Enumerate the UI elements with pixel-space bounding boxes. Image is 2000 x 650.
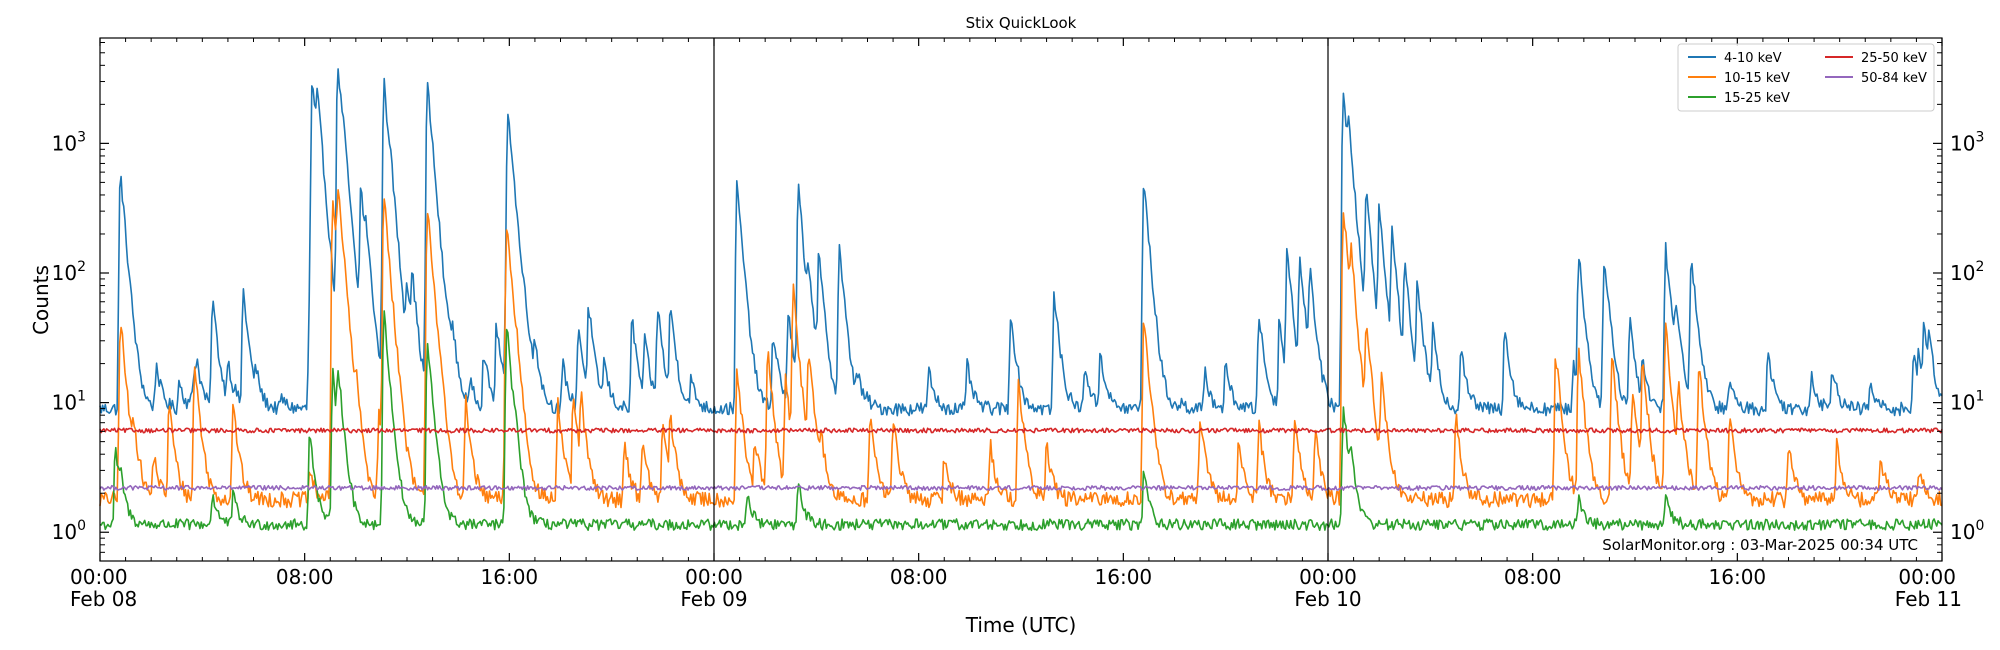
- y-tick-label-right: 103: [1950, 129, 1984, 155]
- series-line-15-25-keV: [99, 310, 1943, 532]
- x-tick-date-label: Feb 10: [1294, 587, 1361, 611]
- y-tick-label: 101: [52, 389, 86, 415]
- legend-label: 25-50 keV: [1861, 51, 1927, 66]
- credit-text: SolarMonitor.org : 03-Mar-2025 00:34 UTC: [1602, 536, 1918, 554]
- x-tick-label: 16:00: [481, 565, 539, 589]
- y-tick-label: 102: [52, 259, 86, 285]
- y-tick-label: 100: [52, 518, 86, 544]
- chart-title: Stix QuickLook: [966, 14, 1077, 32]
- x-tick-date-label: Feb 09: [680, 587, 747, 611]
- x-tick-label: 00:00: [685, 565, 743, 589]
- x-tick-date-label: Feb 11: [1895, 587, 1962, 611]
- series-layer: [99, 68, 1943, 532]
- x-tick-label: 08:00: [276, 565, 334, 589]
- x-tick-label: 00:00: [1898, 565, 1956, 589]
- legend-label: 4-10 keV: [1724, 51, 1782, 66]
- y-tick-label: 103: [52, 129, 86, 155]
- series-line-4-10-keV: [99, 68, 1943, 417]
- x-tick-label: 00:00: [1299, 565, 1357, 589]
- y-tick-label-right: 102: [1950, 259, 1984, 285]
- legend: 4-10 keV 10-15 keV 15-25 keV 25-50 keV 50-84…: [1677, 43, 1935, 112]
- x-tick-label: 08:00: [890, 565, 948, 589]
- y-tick-label-right: 101: [1950, 389, 1984, 415]
- x-tick-label: 16:00: [1095, 565, 1153, 589]
- x-axis-label: Time (UTC): [965, 613, 1077, 637]
- series-line-10-15-keV: [99, 189, 1943, 509]
- plot-area: [100, 38, 1942, 561]
- series-line-25-50-keV: [99, 427, 1943, 434]
- x-tick-date-label: Feb 08: [70, 587, 137, 611]
- series-line-50-84-keV: [99, 484, 1943, 492]
- y-axis-label: Counts: [29, 265, 53, 335]
- x-tick-label: 08:00: [1504, 565, 1562, 589]
- legend-label: 15-25 keV: [1724, 91, 1790, 106]
- y-tick-label-right: 100: [1950, 518, 1984, 544]
- day-boundaries: [713, 38, 1329, 561]
- plot-frame: [99, 37, 1943, 562]
- x-tick-label: 16:00: [1709, 565, 1767, 589]
- x-tick-label: 00:00: [70, 565, 128, 589]
- legend-box: [1677, 43, 1935, 112]
- legend-label: 10-15 keV: [1724, 71, 1790, 86]
- legend-label: 50-84 keV: [1861, 71, 1927, 86]
